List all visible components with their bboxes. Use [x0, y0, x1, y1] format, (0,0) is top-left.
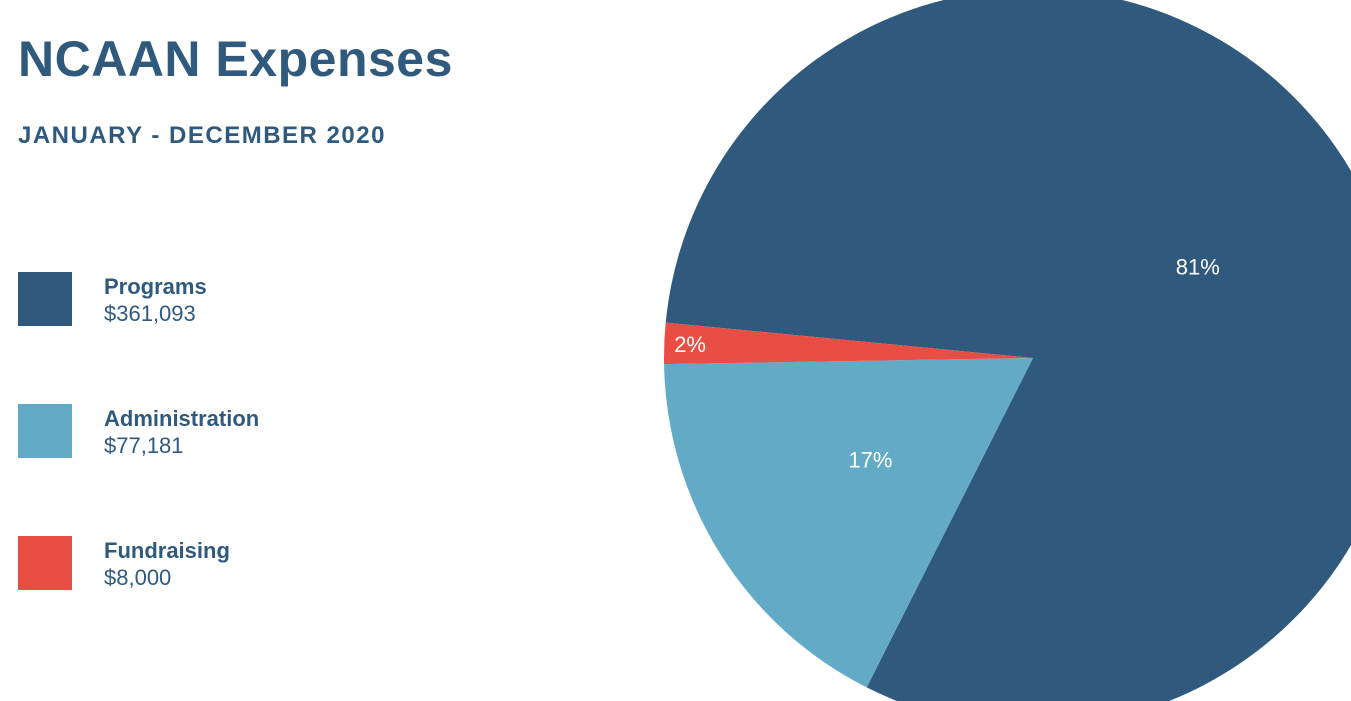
legend: Programs $361,093 Administration $77,181… — [18, 272, 438, 668]
legend-swatch-administration — [18, 404, 72, 458]
legend-label-administration: Administration — [104, 406, 260, 431]
legend-label-programs: Programs — [104, 274, 207, 299]
pie-labels: 81% 17% 2% — [674, 255, 1220, 473]
pie-slices — [664, 0, 1351, 701]
pie-slice-programs — [665, 0, 1351, 701]
pie-slice-label-fundraising: 2% — [674, 332, 706, 357]
pie-slice-fundraising — [664, 322, 1033, 365]
pie-slice-label-programs: 81% — [1176, 255, 1220, 280]
legend-swatch-programs — [18, 272, 72, 326]
chart-subtitle: JANUARY - DECEMBER 2020 — [18, 122, 386, 149]
legend-amount-programs: $361,093 — [104, 301, 196, 326]
legend-amount-fundraising: $8,000 — [104, 565, 172, 590]
legend-item-programs: Programs $361,093 — [18, 272, 438, 328]
pie-slice-label-administration: 17% — [848, 447, 892, 472]
legend-label-fundraising: Fundraising — [104, 538, 230, 563]
legend-item-administration: Administration $77,181 — [18, 404, 438, 460]
chart-title: NCAAN Expenses — [18, 31, 453, 87]
legend-item-fundraising: Fundraising $8,000 — [18, 536, 438, 592]
legend-amount-administration: $77,181 — [104, 433, 184, 458]
pie-slice-administration — [664, 358, 1033, 688]
legend-swatch-fundraising — [18, 536, 72, 590]
